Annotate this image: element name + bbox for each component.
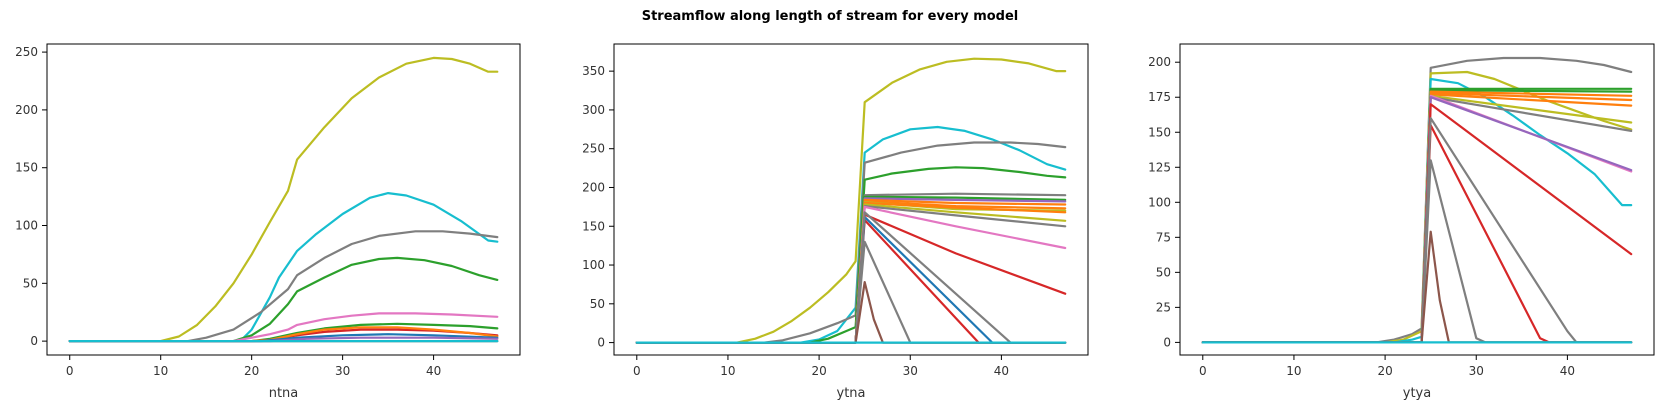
series-line-5 bbox=[1201, 89, 1633, 344]
series-line-18 bbox=[635, 211, 1067, 344]
x-tick-label: 10 bbox=[153, 364, 168, 378]
y-tick-label: 0 bbox=[30, 334, 38, 348]
x-axis-label: ytna bbox=[837, 386, 866, 401]
series-lines bbox=[68, 56, 499, 343]
y-tick-label: 250 bbox=[582, 142, 605, 156]
series-line-11 bbox=[635, 201, 1067, 344]
y-tick-label: 0 bbox=[1163, 335, 1171, 349]
series-line-8 bbox=[635, 198, 1067, 344]
series-line-3 bbox=[635, 141, 1067, 344]
y-tick-label: 50 bbox=[23, 276, 38, 290]
x-tick-label: 40 bbox=[426, 364, 441, 378]
x-tick-label: 20 bbox=[811, 364, 826, 378]
y-tick-label: 100 bbox=[582, 258, 605, 272]
subplot-3: 0 10 20 30 40 0 25 50 75 100 125 150 175 200 ytya bbox=[1148, 43, 1655, 401]
series-line-2 bbox=[635, 125, 1067, 344]
series-line-5 bbox=[68, 312, 499, 343]
y-tick-label: 100 bbox=[1148, 195, 1171, 209]
y-tick-label: 250 bbox=[15, 45, 38, 59]
y-tick-label: 75 bbox=[1156, 230, 1171, 244]
series-line-1 bbox=[1201, 56, 1633, 344]
series-line-6 bbox=[1201, 90, 1633, 344]
series-line-13 bbox=[1201, 103, 1633, 344]
series-line-2 bbox=[68, 192, 499, 343]
series-line-10 bbox=[635, 201, 1067, 344]
series-line-17 bbox=[1201, 230, 1633, 344]
x-tick-label: 0 bbox=[633, 364, 641, 378]
series-line-4 bbox=[68, 256, 499, 343]
series-line-1 bbox=[68, 56, 499, 343]
series-line-16 bbox=[635, 219, 1067, 344]
y-tick-label: 100 bbox=[15, 219, 38, 233]
series-line-12 bbox=[1201, 96, 1633, 344]
series-line-2 bbox=[1201, 70, 1633, 344]
series-line-19 bbox=[635, 240, 1067, 344]
series-line-7 bbox=[1201, 91, 1633, 344]
y-tick-label: 350 bbox=[582, 64, 605, 78]
y-tick-label: 200 bbox=[15, 103, 38, 117]
series-line-12 bbox=[635, 203, 1067, 344]
series-line-9 bbox=[1201, 94, 1633, 344]
series-line-11 bbox=[1201, 94, 1633, 344]
x-tick-label: 30 bbox=[903, 364, 918, 378]
x-axis-label: ytya bbox=[1403, 386, 1431, 401]
series-line-13 bbox=[635, 205, 1067, 344]
series-lines bbox=[635, 57, 1067, 344]
figure-title: Streamflow along length of stream for ev… bbox=[642, 9, 1019, 24]
series-line-8 bbox=[1201, 93, 1633, 344]
series-line-4 bbox=[1201, 87, 1633, 344]
y-tick-label: 50 bbox=[1156, 265, 1171, 279]
x-tick-label: 20 bbox=[1377, 364, 1392, 378]
series-line-15 bbox=[635, 213, 1067, 344]
y-tick-label: 0 bbox=[597, 336, 605, 350]
series-line-1 bbox=[635, 57, 1067, 344]
series-line-14 bbox=[635, 205, 1067, 344]
y-tick-label: 150 bbox=[1148, 125, 1171, 139]
series-line-4 bbox=[635, 166, 1067, 344]
x-tick-label: 30 bbox=[335, 364, 350, 378]
x-axis-label: ntna bbox=[269, 386, 299, 401]
series-line-14 bbox=[1201, 124, 1633, 344]
y-tick-label: 25 bbox=[1156, 300, 1171, 314]
series-line-10 bbox=[1201, 96, 1633, 344]
x-tick-label: 40 bbox=[1560, 364, 1575, 378]
y-tick-label: 200 bbox=[582, 180, 605, 194]
y-tick-label: 50 bbox=[590, 297, 605, 311]
plot-frame bbox=[613, 43, 1089, 356]
y-tick-label: 150 bbox=[582, 219, 605, 233]
y-tick-label: 175 bbox=[1148, 90, 1171, 104]
series-lines bbox=[1201, 56, 1633, 344]
y-tick-label: 200 bbox=[1148, 55, 1171, 69]
y-tick-label: 150 bbox=[15, 161, 38, 175]
subplot-2: 0 10 20 30 40 0 50 100 150 200 250 300 350 ytna bbox=[582, 43, 1089, 401]
x-tick-label: 20 bbox=[244, 364, 259, 378]
x-tick-label: 30 bbox=[1469, 364, 1484, 378]
x-tick-label: 10 bbox=[720, 364, 735, 378]
series-line-16 bbox=[1201, 159, 1633, 344]
y-tick-label: 125 bbox=[1148, 160, 1171, 174]
x-tick-label: 10 bbox=[1286, 364, 1301, 378]
x-tick-label: 0 bbox=[66, 364, 74, 378]
series-line-3 bbox=[68, 230, 499, 343]
plot-frame bbox=[46, 43, 521, 356]
series-line-3 bbox=[1201, 77, 1633, 344]
x-tick-label: 40 bbox=[994, 364, 1009, 378]
subplot-1: 0 10 20 30 40 0 50 100 150 200 250 ntna bbox=[15, 43, 521, 401]
plot-frame bbox=[1179, 43, 1655, 356]
series-line-9 bbox=[635, 200, 1067, 344]
y-tick-label: 300 bbox=[582, 103, 605, 117]
x-tick-label: 0 bbox=[1199, 364, 1207, 378]
